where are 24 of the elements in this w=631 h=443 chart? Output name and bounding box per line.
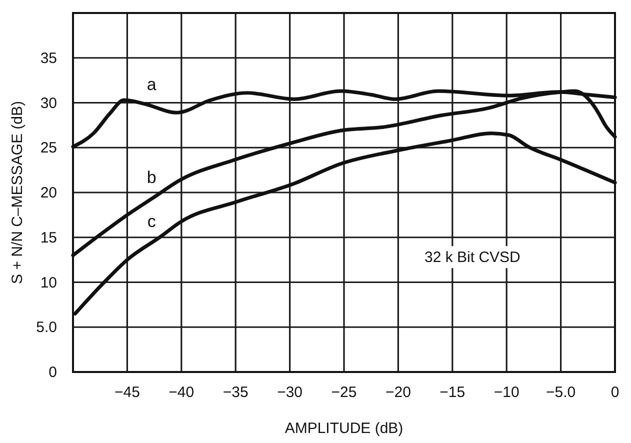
y-tick-label: 35 bbox=[40, 50, 57, 67]
x-tick-label: −5.0 bbox=[546, 384, 576, 401]
y-axis-title: S + N/N C–MESSAGE (dB) bbox=[9, 101, 26, 284]
x-tick-label: −15 bbox=[440, 384, 466, 401]
x-tick-label: 0 bbox=[610, 384, 620, 401]
y-tick-label: 20 bbox=[40, 184, 57, 202]
series-label: c bbox=[147, 212, 156, 231]
series-label: b bbox=[146, 168, 156, 187]
annotation: 32 k Bit CVSD bbox=[424, 249, 521, 266]
y-tick-label: 15 bbox=[40, 229, 57, 246]
x-tick-label: −10 bbox=[494, 384, 520, 401]
y-tick-label: 30 bbox=[40, 94, 57, 112]
y-tick-label: 10 bbox=[40, 274, 57, 292]
x-tick-label: −35 bbox=[222, 384, 248, 401]
series-label: a bbox=[146, 74, 157, 94]
x-axis-title: AMPLITUDE (dB) bbox=[284, 420, 404, 437]
x-tick-label: −25 bbox=[331, 384, 357, 401]
y-tick-label: 0 bbox=[48, 364, 57, 381]
y-tick-label: 5.0 bbox=[36, 319, 57, 336]
x-tick-label: −20 bbox=[385, 384, 411, 401]
x-tick-label: −40 bbox=[168, 384, 194, 401]
y-tick-label: 25 bbox=[40, 140, 57, 157]
x-tick-label: −45 bbox=[114, 384, 140, 401]
x-tick-label: −30 bbox=[277, 384, 303, 401]
